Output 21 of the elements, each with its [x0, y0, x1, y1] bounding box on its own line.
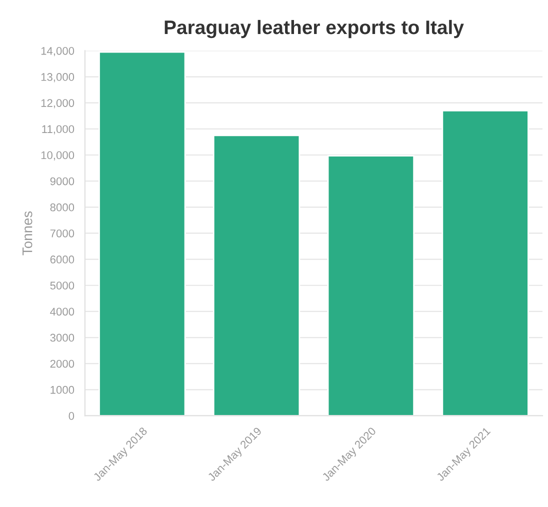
bar [212, 134, 300, 416]
y-tick-label: 1000 [50, 386, 74, 394]
y-tick-label: 4000 [50, 308, 74, 316]
y-tick-label: 3000 [50, 334, 74, 342]
bar [327, 155, 415, 416]
y-tick-label: 0 [68, 412, 74, 420]
y-tick-label: 5000 [50, 282, 74, 290]
y-tick-label: 10,000 [41, 151, 74, 160]
y-tick-label: 14,000 [41, 46, 74, 56]
y-axis-title: Tonnes [22, 211, 32, 256]
y-tick-label: 13,000 [41, 73, 74, 82]
y-tick-label: 2000 [50, 360, 74, 368]
y-tick-label: 11,000 [42, 125, 74, 134]
y-tick-label: 12,000 [41, 99, 74, 108]
chart-title: Paraguay leather exports to Italy [164, 20, 464, 38]
y-tick-label: 7000 [50, 229, 74, 238]
y-tick-label: 6000 [50, 256, 74, 264]
y-tick-label: 9000 [50, 177, 74, 186]
y-tick-label: 8000 [50, 203, 74, 212]
bar [442, 110, 529, 416]
bar [98, 51, 186, 416]
